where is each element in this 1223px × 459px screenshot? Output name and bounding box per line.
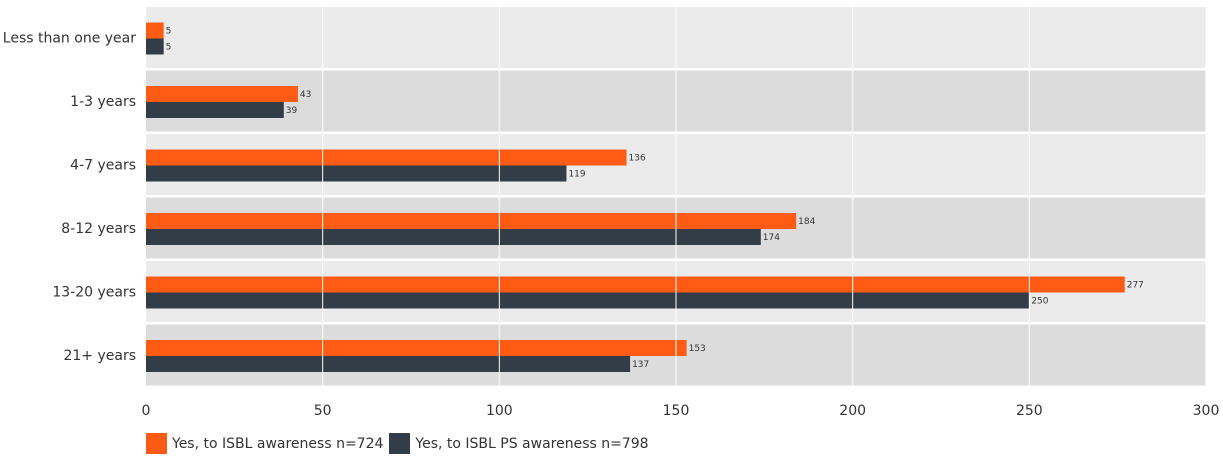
- bar-series-1: [146, 340, 687, 356]
- bar-series-1: [146, 86, 298, 102]
- bar-series-1: [146, 276, 1125, 293]
- gridlines: [322, 7, 1207, 386]
- x-tick-label: 100: [486, 403, 513, 419]
- bar-series-1: [146, 22, 164, 39]
- category-label: Less than one year: [3, 31, 136, 47]
- category-label: 4-7 years: [70, 158, 136, 174]
- legend: Yes, to ISBL awareness n=724 Yes, to ISB…: [146, 433, 655, 454]
- data-label-series-1: 277: [1127, 281, 1144, 291]
- bar-series-2: [146, 38, 164, 55]
- data-label-series-2: 250: [1031, 297, 1048, 307]
- bar-series-1: [146, 149, 627, 166]
- legend-item-series-1: Yes, to ISBL awareness n=724: [146, 433, 383, 454]
- data-label-series-1: 153: [689, 344, 706, 354]
- x-tick-label: 200: [839, 403, 866, 419]
- x-tick-label: 0: [142, 403, 151, 419]
- data-label-series-2: 5: [166, 43, 172, 53]
- bar-series-2: [146, 229, 761, 245]
- legend-item-series-2: Yes, to ISBL PS awareness n=798: [389, 433, 649, 454]
- category-label: 21+ years: [63, 348, 136, 364]
- x-tick-label: 300: [1193, 403, 1220, 419]
- x-tick-label: 250: [1016, 403, 1043, 419]
- legend-swatch-series-1: [146, 433, 167, 454]
- x-axis-ticks: 0 50 100 150 200 250 300: [142, 403, 1220, 419]
- bar-series-1: [146, 213, 797, 229]
- bar-series-2: [146, 292, 1030, 309]
- bars: [146, 22, 1125, 372]
- bar-series-2: [146, 165, 567, 182]
- data-label-series-1: 43: [300, 90, 311, 100]
- bar-series-2: [146, 356, 631, 372]
- data-label-series-1: 136: [629, 154, 646, 164]
- legend-label-series-1: Yes, to ISBL awareness n=724: [172, 435, 384, 452]
- data-label-series-2: 174: [763, 233, 780, 243]
- data-label-series-2: 39: [286, 106, 298, 116]
- data-label-series-1: 184: [798, 217, 815, 227]
- data-label-series-2: 137: [632, 360, 649, 370]
- category-label: 8-12 years: [61, 221, 136, 237]
- legend-swatch-series-2: [389, 433, 411, 454]
- data-label-series-1: 5: [166, 27, 172, 37]
- bar-series-2: [146, 102, 284, 118]
- x-tick-label: 50: [314, 403, 332, 419]
- x-tick-label: 150: [663, 403, 690, 419]
- legend-label-series-2: Yes, to ISBL PS awareness n=798: [415, 435, 649, 452]
- category-label: 1-3 years: [70, 94, 136, 110]
- category-labels: Less than one year 1-3 years 4-7 years 8-12…: [3, 31, 136, 365]
- data-label-series-2: 119: [568, 170, 585, 180]
- category-label: 13-20 years: [52, 285, 136, 301]
